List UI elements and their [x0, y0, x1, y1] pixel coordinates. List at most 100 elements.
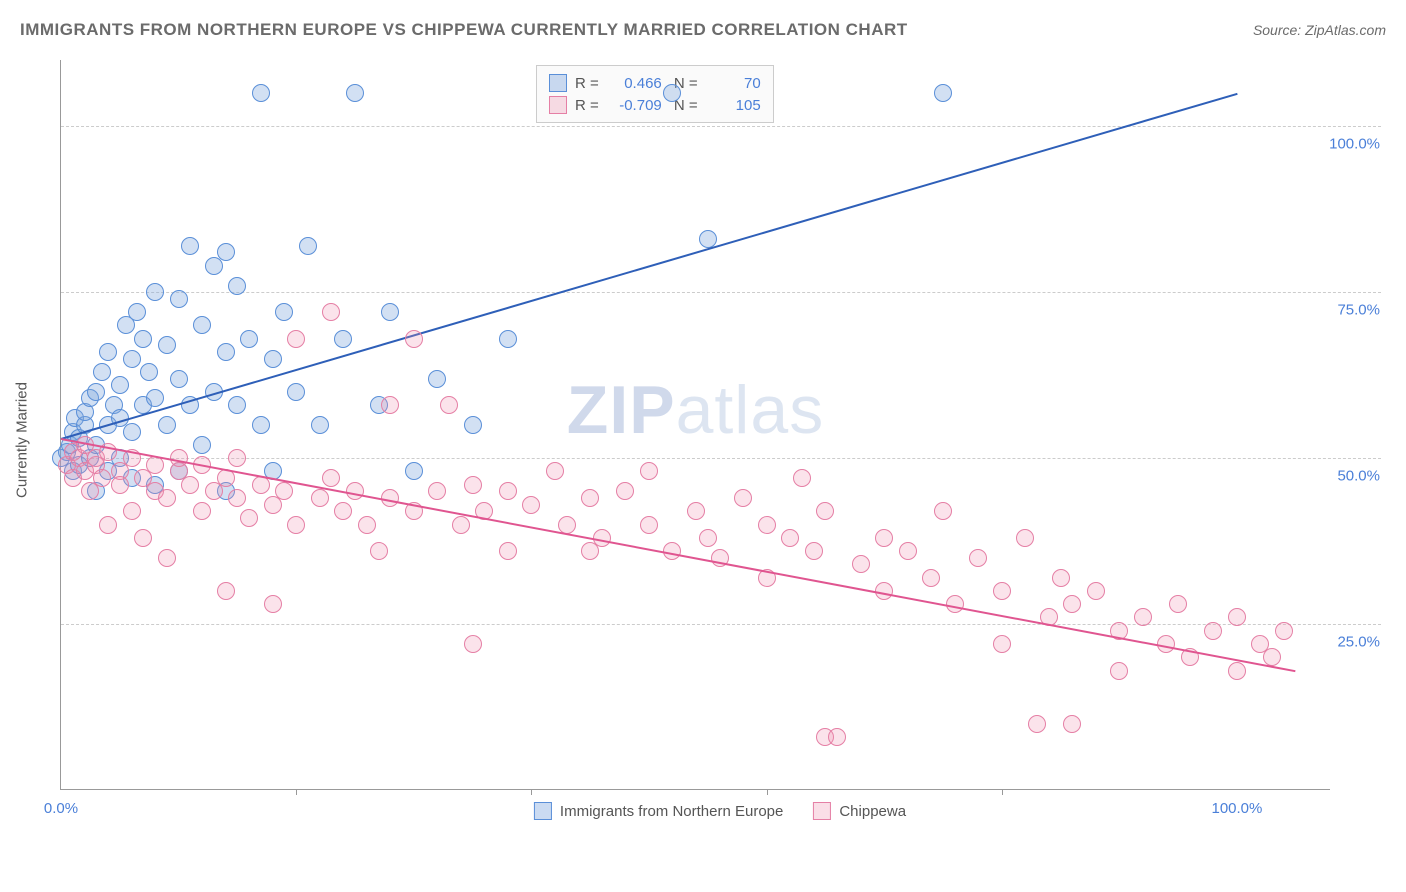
point-blue: [123, 350, 141, 368]
point-pink: [1087, 582, 1105, 600]
point-blue: [299, 237, 317, 255]
stats-legend: R = 0.466 N = 70 R = -0.709 N = 105: [536, 65, 774, 123]
point-pink: [522, 496, 540, 514]
point-pink: [228, 489, 246, 507]
bottom-legend: Immigrants from Northern Europe Chippewa: [534, 802, 906, 820]
point-pink: [499, 482, 517, 500]
point-pink: [828, 728, 846, 746]
x-tick-minor: [767, 789, 768, 795]
point-blue: [311, 416, 329, 434]
point-blue: [158, 416, 176, 434]
point-pink: [322, 469, 340, 487]
r-label: R =: [575, 97, 599, 114]
point-blue: [428, 370, 446, 388]
r-label: R =: [575, 75, 599, 92]
r-value-blue: 0.466: [607, 75, 662, 92]
point-blue: [252, 84, 270, 102]
point-pink: [134, 529, 152, 547]
point-blue: [181, 237, 199, 255]
chart-container: Currently Married ZIPatlas R = 0.466 N =…: [60, 60, 1380, 820]
point-pink: [852, 555, 870, 573]
point-blue: [464, 416, 482, 434]
stats-row-blue: R = 0.466 N = 70: [549, 72, 761, 94]
r-value-pink: -0.709: [607, 97, 662, 114]
point-pink: [158, 549, 176, 567]
point-blue: [170, 290, 188, 308]
point-pink: [264, 595, 282, 613]
point-blue: [934, 84, 952, 102]
point-pink: [758, 516, 776, 534]
trendline-blue: [61, 93, 1237, 440]
point-pink: [217, 582, 235, 600]
y-tick-label: 75.0%: [1337, 302, 1380, 319]
point-blue: [264, 350, 282, 368]
legend-item-pink: Chippewa: [813, 802, 906, 820]
point-blue: [217, 343, 235, 361]
gridline-h: [61, 624, 1381, 625]
point-blue: [228, 396, 246, 414]
point-pink: [640, 516, 658, 534]
point-blue: [287, 383, 305, 401]
point-pink: [428, 482, 446, 500]
point-pink: [287, 330, 305, 348]
point-pink: [1228, 662, 1246, 680]
point-pink: [158, 489, 176, 507]
source-attribution: Source: ZipAtlas.com: [1253, 22, 1386, 38]
point-pink: [640, 462, 658, 480]
watermark-bold: ZIP: [567, 372, 676, 448]
y-tick-label: 25.0%: [1337, 634, 1380, 651]
point-blue: [193, 436, 211, 454]
point-pink: [93, 469, 111, 487]
point-blue: [381, 303, 399, 321]
point-blue: [405, 462, 423, 480]
point-blue: [252, 416, 270, 434]
point-blue: [134, 330, 152, 348]
point-pink: [1016, 529, 1034, 547]
point-pink: [334, 502, 352, 520]
point-pink: [1134, 608, 1152, 626]
swatch-blue: [534, 802, 552, 820]
legend-label-pink: Chippewa: [839, 803, 906, 820]
point-pink: [452, 516, 470, 534]
n-value-blue: 70: [706, 75, 761, 92]
point-blue: [275, 303, 293, 321]
point-pink: [734, 489, 752, 507]
point-pink: [405, 330, 423, 348]
gridline-h: [61, 458, 1381, 459]
point-blue: [146, 283, 164, 301]
point-pink: [699, 529, 717, 547]
point-pink: [969, 549, 987, 567]
point-blue: [240, 330, 258, 348]
point-pink: [1263, 648, 1281, 666]
point-pink: [311, 489, 329, 507]
watermark-light: atlas: [676, 372, 825, 448]
point-pink: [793, 469, 811, 487]
point-pink: [993, 635, 1011, 653]
y-tick-label: 50.0%: [1337, 468, 1380, 485]
swatch-pink: [549, 96, 567, 114]
point-pink: [440, 396, 458, 414]
y-axis-label: Currently Married: [14, 382, 31, 498]
point-pink: [1028, 715, 1046, 733]
point-pink: [193, 502, 211, 520]
point-pink: [687, 502, 705, 520]
point-blue: [111, 376, 129, 394]
plot-area: ZIPatlas R = 0.466 N = 70 R = -0.709 N =…: [60, 60, 1330, 790]
point-blue: [228, 277, 246, 295]
point-pink: [616, 482, 634, 500]
x-tick-label: 100.0%: [1211, 800, 1262, 817]
gridline-h: [61, 126, 1381, 127]
point-pink: [464, 476, 482, 494]
point-blue: [128, 303, 146, 321]
point-pink: [993, 582, 1011, 600]
point-blue: [334, 330, 352, 348]
point-pink: [464, 635, 482, 653]
point-blue: [170, 370, 188, 388]
point-pink: [275, 482, 293, 500]
x-tick-minor: [1002, 789, 1003, 795]
n-value-pink: 105: [706, 97, 761, 114]
stats-row-pink: R = -0.709 N = 105: [549, 94, 761, 116]
point-pink: [358, 516, 376, 534]
point-pink: [99, 516, 117, 534]
point-pink: [781, 529, 799, 547]
